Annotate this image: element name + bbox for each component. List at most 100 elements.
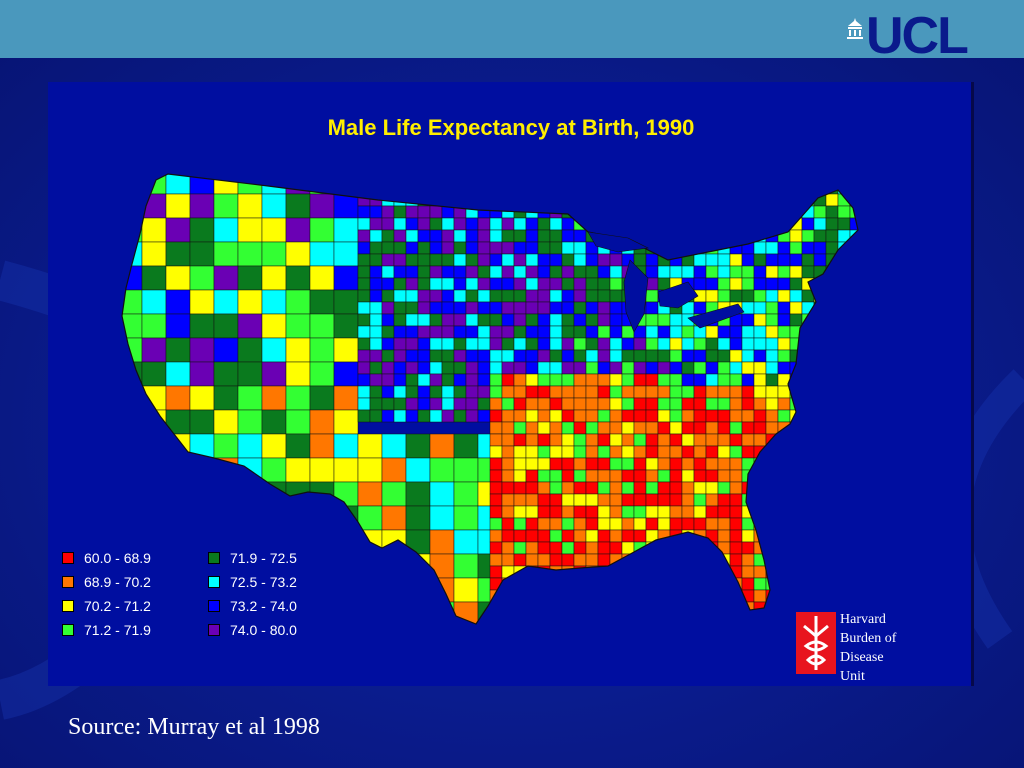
county-cell bbox=[717, 529, 731, 543]
county-cell bbox=[513, 469, 527, 483]
county-cell bbox=[465, 349, 479, 363]
county-cell bbox=[645, 289, 659, 303]
county-cell bbox=[357, 241, 371, 255]
county-cell bbox=[753, 289, 767, 303]
county-cell bbox=[801, 445, 815, 459]
county-cell bbox=[597, 349, 611, 363]
county-cell bbox=[465, 253, 479, 267]
county-cell bbox=[501, 325, 515, 339]
county-cell bbox=[561, 277, 575, 291]
county-cell bbox=[489, 241, 503, 255]
harvard-bdu-logo-icon bbox=[796, 612, 836, 674]
county-cell bbox=[825, 541, 839, 555]
county-cell bbox=[753, 205, 767, 219]
county-cell bbox=[165, 529, 191, 555]
legend-swatch bbox=[62, 576, 74, 588]
county-cell bbox=[597, 289, 611, 303]
county-cell bbox=[609, 505, 623, 519]
county-cell bbox=[693, 229, 707, 243]
county-cell bbox=[585, 493, 599, 507]
legend-swatch bbox=[62, 552, 74, 564]
county-cell bbox=[777, 277, 791, 291]
county-cell bbox=[633, 517, 647, 531]
county-cell bbox=[525, 349, 539, 363]
county-cell bbox=[633, 174, 647, 183]
county-cell bbox=[609, 409, 623, 423]
county-cell bbox=[417, 373, 431, 387]
county-cell bbox=[705, 193, 719, 207]
county-cell bbox=[597, 397, 611, 411]
legend-item: 68.9 - 70.2 bbox=[62, 574, 151, 590]
county-cell bbox=[441, 409, 455, 423]
county-cell bbox=[381, 301, 395, 315]
county-cell bbox=[477, 325, 491, 339]
county-cell bbox=[633, 601, 647, 615]
county-cell bbox=[333, 577, 359, 603]
county-cell bbox=[477, 217, 491, 231]
county-cell bbox=[849, 517, 858, 531]
county-cell bbox=[597, 337, 611, 351]
county-cell bbox=[765, 373, 779, 387]
county-cell bbox=[489, 457, 503, 471]
county-cell bbox=[705, 325, 719, 339]
county-cell bbox=[753, 241, 767, 255]
county-cell bbox=[741, 277, 755, 291]
county-cell bbox=[633, 373, 647, 387]
county-cell bbox=[537, 577, 551, 591]
county-cell bbox=[813, 349, 827, 363]
county-cell bbox=[261, 193, 287, 219]
county-cell bbox=[513, 517, 527, 531]
county-cell bbox=[633, 349, 647, 363]
county-cell bbox=[393, 349, 407, 363]
county-cell bbox=[489, 325, 503, 339]
county-cell bbox=[381, 505, 407, 531]
county-cell bbox=[441, 301, 455, 315]
county-cell bbox=[309, 433, 335, 459]
ucl-portico-icon bbox=[847, 18, 863, 39]
county-cell bbox=[801, 397, 815, 411]
county-cell bbox=[849, 301, 858, 315]
county-cell bbox=[741, 433, 755, 447]
county-cell bbox=[657, 589, 671, 603]
county-cell bbox=[333, 241, 359, 267]
county-cell bbox=[525, 445, 539, 459]
county-cell bbox=[729, 253, 743, 267]
county-cell bbox=[585, 205, 599, 219]
county-cell bbox=[453, 337, 467, 351]
county-cell bbox=[789, 241, 803, 255]
legend-item: 73.2 - 74.0 bbox=[208, 598, 297, 614]
county-cell bbox=[573, 541, 587, 555]
county-cell bbox=[705, 277, 719, 291]
county-cell bbox=[122, 361, 143, 387]
county-cell bbox=[753, 493, 767, 507]
county-cell bbox=[309, 577, 335, 603]
county-cell bbox=[573, 373, 587, 387]
county-cell bbox=[525, 397, 539, 411]
county-cell bbox=[525, 409, 539, 423]
legend-item: 74.0 - 80.0 bbox=[208, 622, 297, 638]
county-cell bbox=[585, 313, 599, 327]
county-cell bbox=[729, 493, 743, 507]
county-cell bbox=[405, 457, 431, 483]
county-cell bbox=[837, 253, 851, 267]
county-cell bbox=[441, 265, 455, 279]
county-cell bbox=[729, 565, 743, 579]
county-cell bbox=[609, 337, 623, 351]
county-cell bbox=[429, 313, 443, 327]
county-cell bbox=[681, 577, 695, 591]
county-cell bbox=[405, 217, 419, 231]
county-cell bbox=[705, 541, 719, 555]
county-cell bbox=[825, 174, 839, 183]
county-cell bbox=[729, 421, 743, 435]
county-cell bbox=[561, 481, 575, 495]
county-cell bbox=[849, 445, 858, 459]
county-cell bbox=[729, 385, 743, 399]
county-cell bbox=[441, 373, 455, 387]
county-cell bbox=[777, 325, 791, 339]
county-cell bbox=[501, 361, 515, 375]
county-cell bbox=[358, 626, 382, 650]
county-cell bbox=[141, 457, 167, 483]
county-cell bbox=[501, 433, 515, 447]
county-cell bbox=[657, 481, 671, 495]
county-cell bbox=[285, 241, 311, 267]
